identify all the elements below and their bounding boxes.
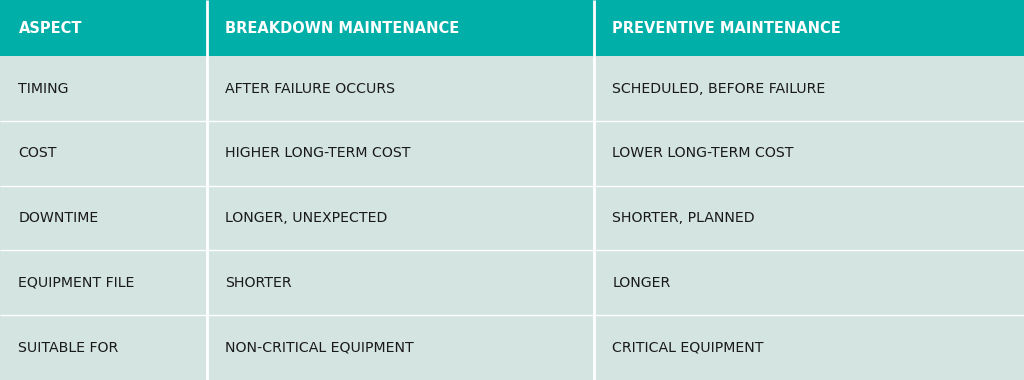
Text: SHORTER: SHORTER [225,276,292,290]
Text: NON-CRITICAL EQUIPMENT: NON-CRITICAL EQUIPMENT [225,340,414,355]
Text: ASPECT: ASPECT [18,21,82,36]
Text: DOWNTIME: DOWNTIME [18,211,98,225]
Bar [0,56,1024,380]
Text: LONGER, UNEXPECTED: LONGER, UNEXPECTED [225,211,388,225]
Text: CRITICAL EQUIPMENT: CRITICAL EQUIPMENT [612,340,764,355]
Text: PREVENTIVE MAINTENANCE: PREVENTIVE MAINTENANCE [612,21,841,36]
Text: HIGHER LONG-TERM COST: HIGHER LONG-TERM COST [225,146,411,160]
Text: AFTER FAILURE OCCURS: AFTER FAILURE OCCURS [225,82,395,96]
Text: COST: COST [18,146,57,160]
Bar [0,0,1024,56]
Text: SUITABLE FOR: SUITABLE FOR [18,340,119,355]
Text: EQUIPMENT FILE: EQUIPMENT FILE [18,276,135,290]
Text: LONGER: LONGER [612,276,671,290]
Text: SCHEDULED, BEFORE FAILURE: SCHEDULED, BEFORE FAILURE [612,82,825,96]
Text: SHORTER, PLANNED: SHORTER, PLANNED [612,211,755,225]
Text: LOWER LONG-TERM COST: LOWER LONG-TERM COST [612,146,794,160]
Text: TIMING: TIMING [18,82,69,96]
Text: BREAKDOWN MAINTENANCE: BREAKDOWN MAINTENANCE [225,21,460,36]
